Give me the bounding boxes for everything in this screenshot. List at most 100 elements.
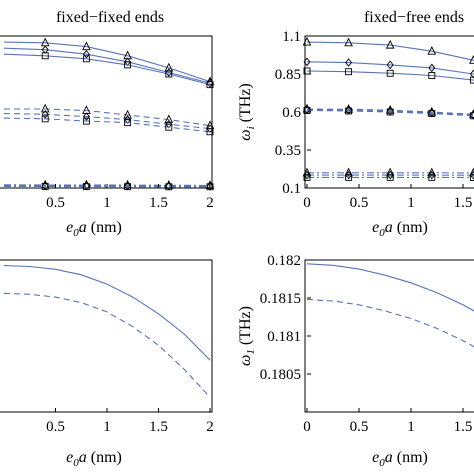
data-point-7-1 <box>345 170 353 180</box>
series-group <box>306 263 474 348</box>
x-tick-label: 0 <box>303 195 311 211</box>
panel-bottom-right: 0.1805 0.181 0.1815 0.182 0 0.5 1 1.5 ω1 (THz)… <box>237 253 474 469</box>
series-line-0 <box>306 263 474 312</box>
x-tick-label: 0.5 <box>46 419 65 435</box>
data-point-8-3 <box>124 183 132 191</box>
series-line-1 <box>306 61 474 75</box>
x-ticks: 0.5 1 1.5 2 <box>46 408 214 435</box>
x-ticks: 0 0.5 1 1.5 <box>303 408 472 435</box>
series-line-1 <box>3 292 211 398</box>
data-point-0-0 <box>302 36 312 46</box>
data-point-3-4 <box>164 114 174 124</box>
series-line-4 <box>3 112 211 130</box>
x-tick-label: 0.5 <box>46 195 65 211</box>
y-tick-label: 0.1 <box>282 181 301 197</box>
title-fixed-free: fixed−free ends <box>364 9 464 26</box>
series-line-0 <box>306 41 474 62</box>
data-point-7-4 <box>469 170 474 180</box>
data-point-1-4 <box>469 69 474 79</box>
data-point-2-3 <box>428 72 436 79</box>
series-line-0 <box>3 265 211 361</box>
x-axis-label: e0a (nm) <box>372 449 428 469</box>
data-point-5-0 <box>303 107 311 114</box>
data-point-7-0 <box>303 170 311 180</box>
data-point-5-1 <box>41 115 49 123</box>
data-point-7-3 <box>428 170 436 180</box>
series-line-5 <box>306 109 474 117</box>
y-tick-label: 0.35 <box>275 143 301 159</box>
axes-frame <box>304 259 474 413</box>
y-tick-label: 0.182 <box>267 253 301 269</box>
data-point-8-4 <box>469 174 474 181</box>
y-tick-label: 0.1805 <box>260 367 301 383</box>
data-point-4-1 <box>41 109 49 119</box>
series-line-3 <box>4 108 211 127</box>
series-line-3 <box>306 108 474 115</box>
panel-top-left: 0.5 1 1.5 2 e0a (nm) <box>0 35 215 239</box>
y-tick-label: 0.1815 <box>260 291 301 307</box>
data-point-2-2 <box>82 55 90 63</box>
y-tick-label: 0.85 <box>275 67 301 83</box>
data-point-8-2 <box>386 173 394 181</box>
series-group <box>3 265 211 398</box>
data-point-1-2 <box>82 49 90 59</box>
data-point-8-4 <box>165 183 173 191</box>
data-point-3-3 <box>123 109 132 119</box>
x-tick-label: 2 <box>206 195 214 211</box>
x-axis-label: e0a (nm) <box>66 449 122 469</box>
data-point-2-5 <box>206 81 214 89</box>
data-point-0-1 <box>344 37 353 47</box>
data-point-8-3 <box>428 173 436 181</box>
data-point-5-2 <box>386 108 394 116</box>
x-axis-label: e0a (nm) <box>66 219 122 239</box>
data-point-1-1 <box>41 45 49 55</box>
data-point-5-5 <box>206 128 214 136</box>
series-line-0 <box>3 41 211 83</box>
x-tick-label: 1.5 <box>149 195 168 211</box>
data-point-8-1 <box>345 173 353 181</box>
data-point-5-4 <box>165 123 173 131</box>
data-point-2-1 <box>345 68 353 76</box>
series-line-1 <box>3 47 211 84</box>
x-tick-label: 1 <box>103 195 111 211</box>
x-tick-label: 0 <box>303 419 311 435</box>
y-tick-label: 0.181 <box>267 329 301 345</box>
x-ticks: 0.5 1 1.5 2 <box>46 184 214 211</box>
data-point-4-3 <box>124 115 132 124</box>
x-ticks: 0 0.5 1 1.5 <box>303 184 472 211</box>
data-point-6-2 <box>385 167 395 177</box>
data-point-1-0 <box>303 57 311 67</box>
panel-top-right: 0.1 0.35 0.6 0.85 1.1 0 0.5 1 1.5 ωi (THz) e0a … <box>237 29 474 239</box>
data-point-0-2 <box>385 39 395 49</box>
series-line-6 <box>3 184 211 186</box>
data-point-5-2 <box>82 117 90 125</box>
x-tick-label: 1.5 <box>454 419 473 435</box>
panel-bottom-left: 0.5 1 1.5 2 e0a (nm) <box>0 259 214 469</box>
series-line-7 <box>3 185 211 187</box>
data-point-2-1 <box>41 52 49 60</box>
data-point-0-2 <box>82 41 91 51</box>
svg-text:e0a (nm): e0a (nm) <box>372 449 428 469</box>
data-point-5-4 <box>469 112 474 120</box>
x-tick-label: 1 <box>407 195 415 211</box>
series-line-5 <box>3 117 211 133</box>
axes-frame <box>0 35 213 189</box>
series-group <box>302 36 474 181</box>
title-fixed-fixed: fixed−fixed ends <box>56 9 164 26</box>
data-point-6-3 <box>427 167 437 177</box>
data-point-2-3 <box>124 61 132 69</box>
data-point-1-2 <box>386 60 394 70</box>
x-tick-label: 2 <box>206 419 214 435</box>
series-line-1 <box>306 298 474 348</box>
series-line-4 <box>306 109 474 116</box>
y-axis-label: ωi (THz) <box>237 83 257 140</box>
data-point-1-1 <box>345 58 353 67</box>
x-tick-label: 1 <box>407 419 415 435</box>
data-point-2-4 <box>469 76 474 84</box>
data-point-8-1 <box>41 183 49 190</box>
data-point-5-3 <box>124 119 132 127</box>
y-tick-label: 0.6 <box>282 105 301 121</box>
y-ticks: 0.1805 0.181 0.1815 0.182 <box>260 253 311 383</box>
series-group <box>3 37 215 191</box>
